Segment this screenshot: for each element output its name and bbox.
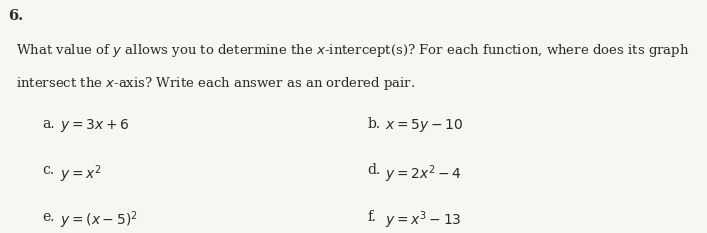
- Text: $y = x^2$: $y = x^2$: [60, 163, 102, 185]
- Text: $y = x^3 - 13$: $y = x^3 - 13$: [385, 210, 462, 231]
- Text: a.: a.: [42, 116, 55, 130]
- Text: d.: d.: [368, 163, 381, 177]
- Text: f.: f.: [368, 210, 377, 224]
- Text: $x = 5y - 10$: $x = 5y - 10$: [385, 116, 464, 134]
- Text: c.: c.: [42, 163, 54, 177]
- Text: intersect the $x$-axis? Write each answer as an ordered pair.: intersect the $x$-axis? Write each answe…: [16, 75, 415, 92]
- Text: e.: e.: [42, 210, 55, 224]
- Text: $y = 3x + 6$: $y = 3x + 6$: [60, 116, 129, 134]
- Text: $y = 2x^2 - 4$: $y = 2x^2 - 4$: [385, 163, 462, 185]
- Text: $y = (x - 5)^2$: $y = (x - 5)^2$: [60, 210, 138, 231]
- Text: 6.: 6.: [8, 9, 23, 23]
- Text: What value of $y$ allows you to determine the $x$-intercept(s)? For each functio: What value of $y$ allows you to determin…: [16, 42, 689, 59]
- Text: b.: b.: [368, 116, 381, 130]
